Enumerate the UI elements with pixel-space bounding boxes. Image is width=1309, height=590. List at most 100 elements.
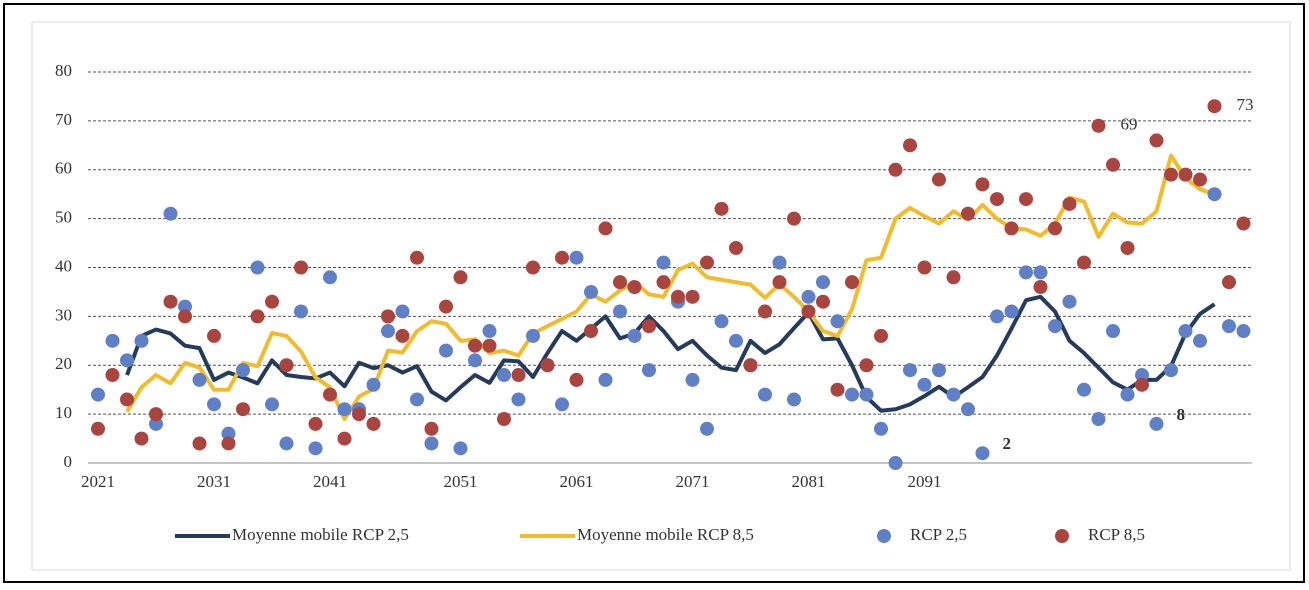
data-point [439,343,453,358]
data-point [134,431,149,446]
data-point [323,387,337,402]
data-point [540,358,555,373]
data-point [627,328,642,343]
data-point [1004,304,1019,319]
data-point [613,304,627,319]
y-tick-label: 10 [55,403,72,422]
data-point [410,392,424,407]
data-point [859,358,874,373]
data-point [1019,265,1033,280]
data-point [555,397,569,412]
data-point [308,416,323,431]
data-point [323,270,337,285]
data-point [91,387,105,402]
data-point [265,294,279,309]
x-tick-label: 2091 [908,472,942,491]
y-tick-label: 50 [55,208,72,227]
y-tick-label: 80 [55,61,72,80]
data-point [758,387,772,402]
data-label: 73 [1237,95,1254,114]
data-point [569,250,584,265]
data-label: 69 [1121,115,1138,134]
data-point [381,309,395,324]
legend-label: Moyenne mobile RCP 8,5 [577,525,754,544]
data-point [598,221,613,236]
data-point [120,353,134,368]
data-point [1106,157,1120,172]
data-point [1164,363,1178,378]
data-point [279,358,294,373]
legend-swatch [1055,529,1069,543]
data-label: 2 [1003,434,1012,453]
data-point [1222,319,1236,334]
data-point [294,304,308,319]
data-point [1062,294,1077,309]
data-point [613,275,627,290]
data-point [729,333,743,348]
data-point [149,416,163,431]
y-tick-label: 0 [64,452,73,471]
data-point [1019,192,1033,207]
data-point [279,436,294,451]
data-point [975,177,990,192]
data-point [366,377,381,392]
data-point [990,309,1004,324]
data-point [250,309,265,324]
data-point [207,328,221,343]
data-point [337,402,352,417]
data-point [1193,333,1207,348]
y-tick-label: 60 [55,159,72,178]
data-point [250,260,265,275]
data-point [482,338,497,353]
data-point [511,368,526,383]
data-point [700,255,714,270]
data-point [787,211,801,226]
data-point [845,275,859,290]
data-point [917,260,932,275]
data-point [569,372,584,387]
x-tick-label: 2041 [313,472,347,491]
x-tick-label: 2031 [197,472,231,491]
x-tick-label: 2021 [81,472,115,491]
data-point [192,436,207,451]
data-point [497,412,511,427]
data-point [1106,324,1120,339]
data-point [511,392,526,407]
data-point [584,284,598,299]
data-point [656,255,671,270]
data-point [1236,216,1251,231]
data-point [946,270,961,285]
data-point [1222,275,1236,290]
data-point [917,377,932,392]
data-point [1149,416,1164,431]
data-point [221,426,236,441]
data-point [1048,319,1062,334]
data-point [888,162,903,177]
data-point [874,421,888,436]
data-point [1178,324,1193,339]
data-point [497,368,511,383]
data-point [1135,377,1149,392]
data-point [366,416,381,431]
data-point [482,324,497,339]
data-point [1091,118,1106,133]
data-point [758,304,772,319]
data-point [700,421,714,436]
data-point [453,441,468,456]
data-point [598,372,613,387]
data-point [830,382,845,397]
data-point [714,201,729,216]
data-point [743,358,758,373]
legend-label: RCP 2,5 [910,525,967,544]
data-point [1048,221,1062,236]
data-point [105,368,120,383]
x-tick-label: 2081 [792,472,826,491]
data-point [801,304,816,319]
data-point [308,441,323,456]
data-point [772,275,787,290]
data-point [468,353,482,368]
data-label: 8 [1177,405,1186,424]
data-point [337,431,352,446]
data-point [163,294,178,309]
y-tick-label: 40 [55,256,72,275]
